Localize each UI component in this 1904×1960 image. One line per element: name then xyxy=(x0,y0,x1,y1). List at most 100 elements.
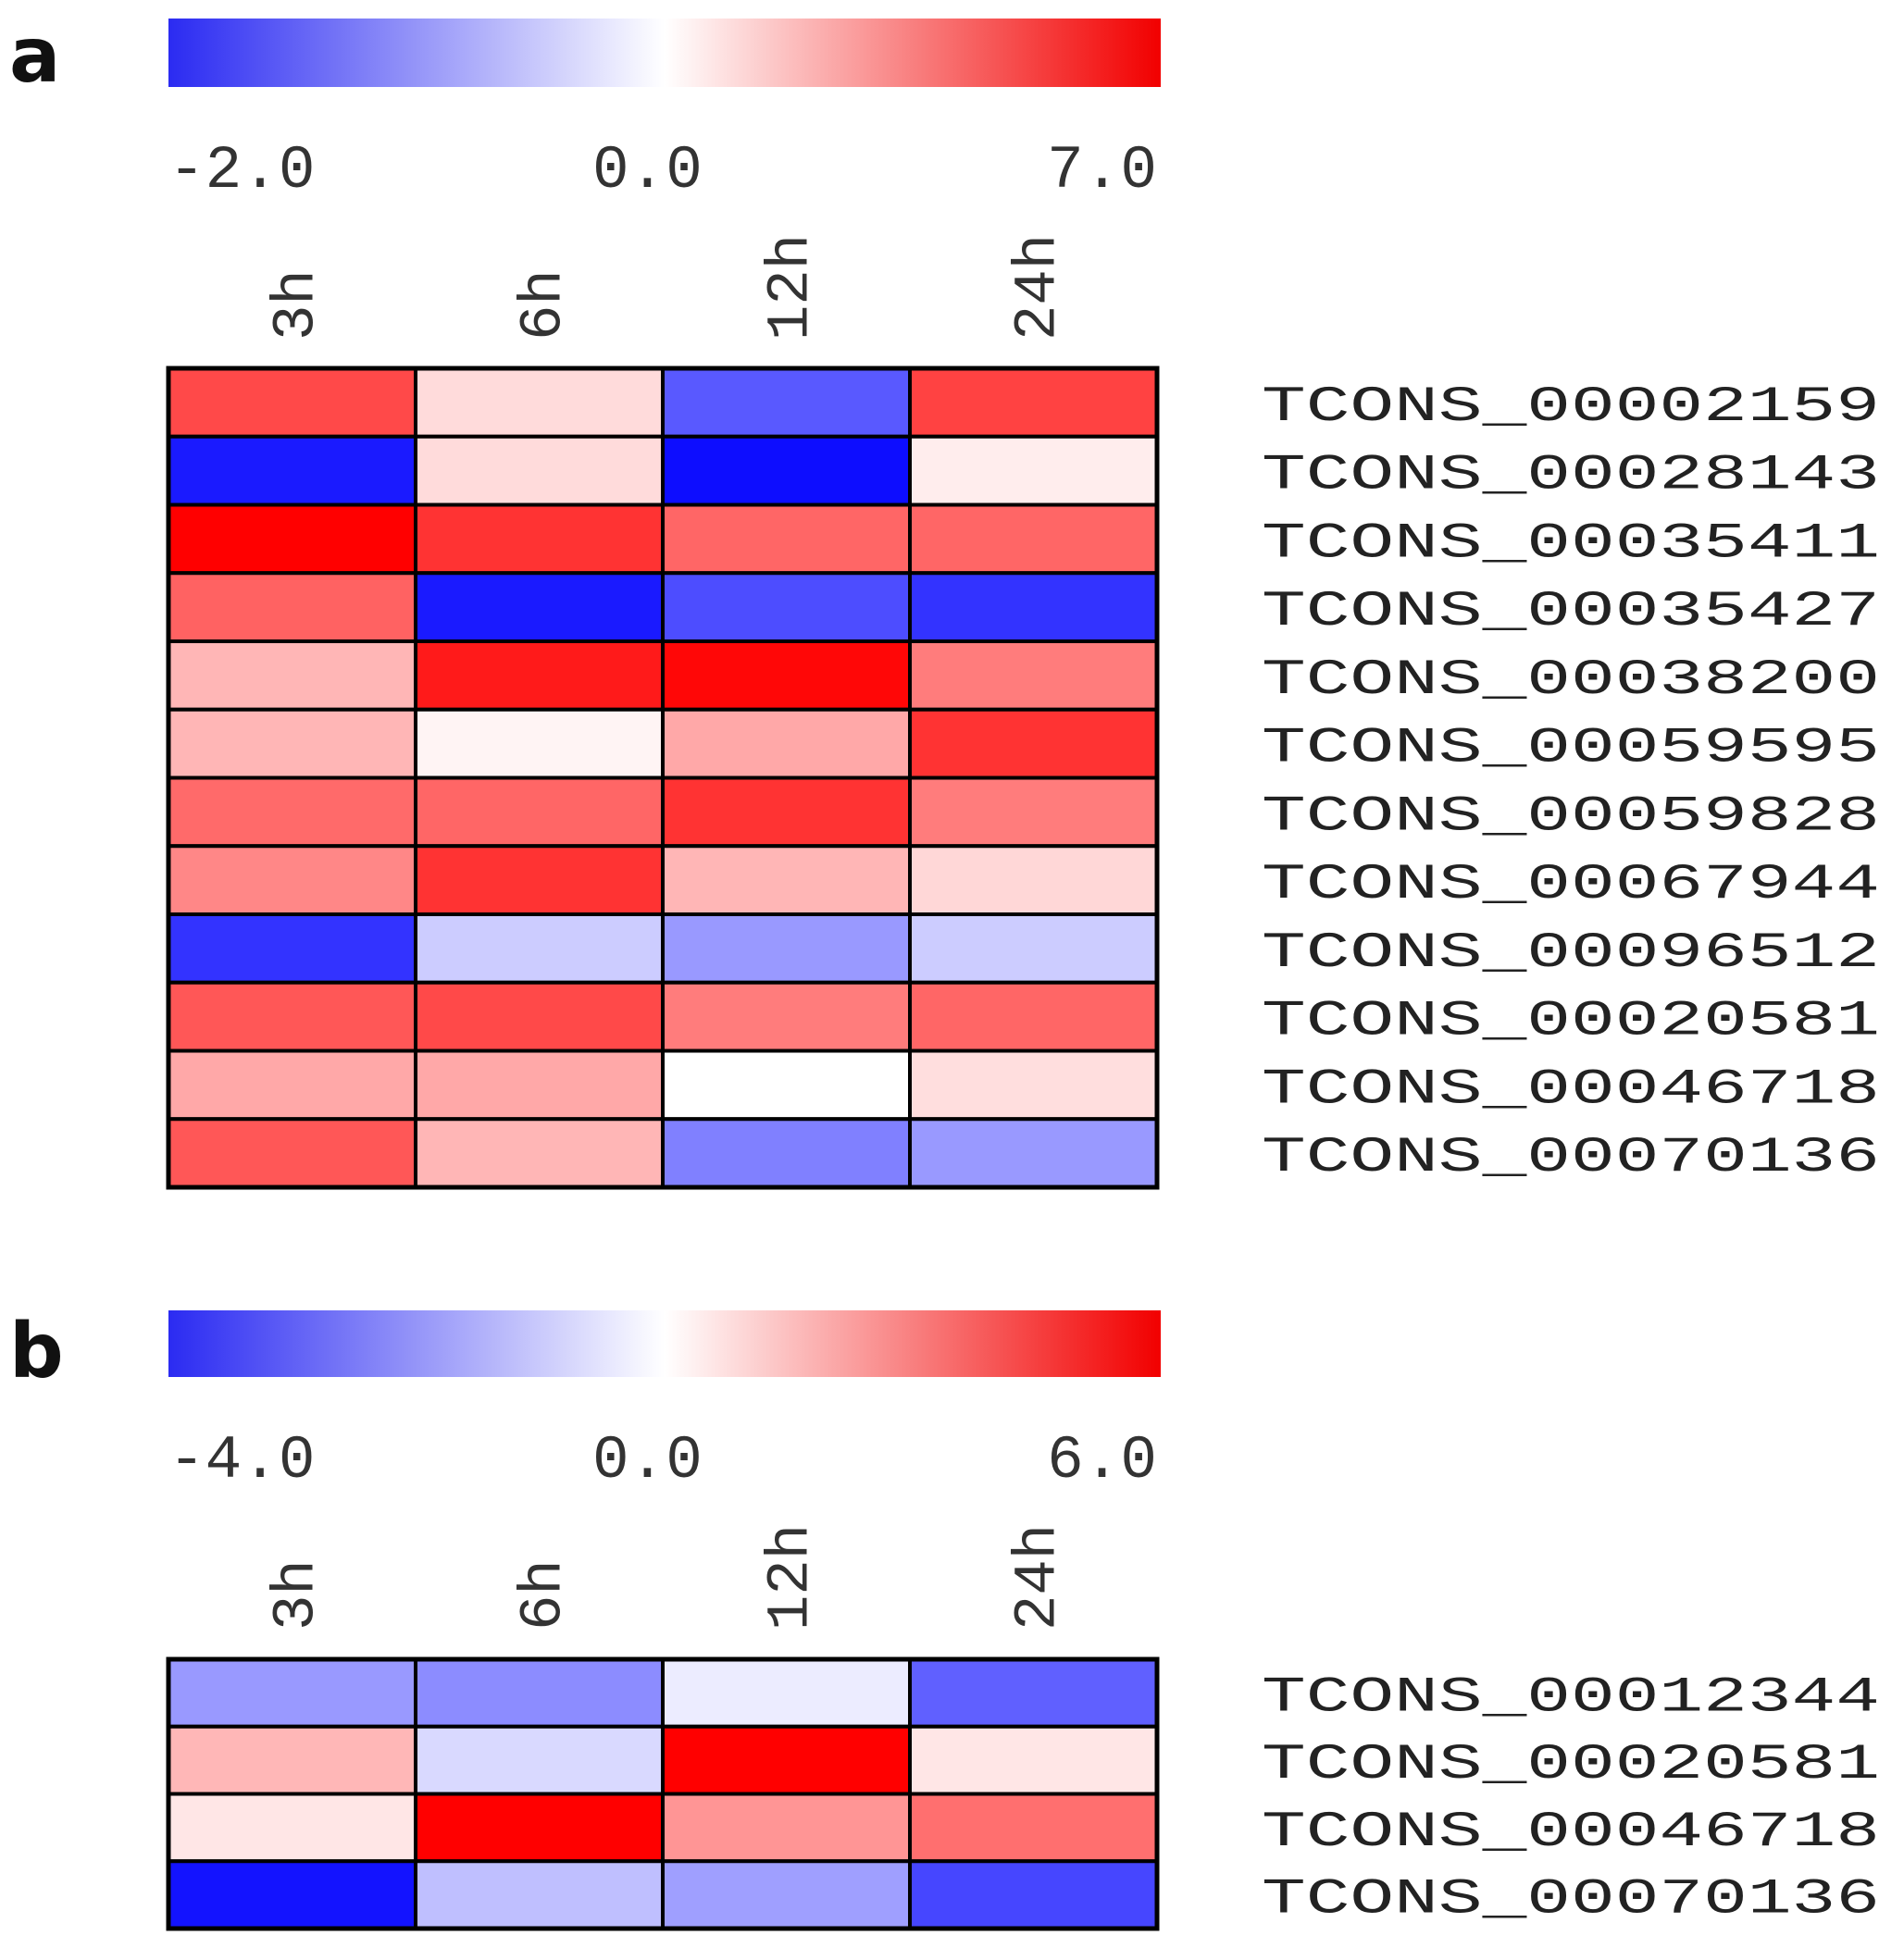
heatmap-cell xyxy=(908,1859,1159,1930)
heatmap-cell xyxy=(661,1048,912,1122)
heatmap-cell xyxy=(167,1724,417,1796)
heatmap-cell xyxy=(661,434,912,507)
heatmap-cell xyxy=(414,707,665,780)
heatmap-cell xyxy=(908,502,1159,576)
row-label: TCONS_00020581 xyxy=(1262,1737,1880,1793)
heatmap-panel-b: b -4.0 0.0 6.0 3h 6h 12h 24h TCONS_00012344… xyxy=(9,1308,1880,1931)
heatmap-cell xyxy=(414,775,665,849)
heatmap-cell xyxy=(908,571,1159,643)
heatmap-cell xyxy=(908,1117,1159,1189)
heatmap-cell xyxy=(661,844,912,916)
heatmap-cell xyxy=(414,1048,665,1122)
row-label: TCONS_00059595 xyxy=(1262,721,1880,777)
heatmap-cell xyxy=(908,1048,1159,1122)
heatmap-cell xyxy=(661,707,912,780)
heatmap-cell xyxy=(661,502,912,576)
heatmap-cell xyxy=(908,775,1159,849)
heatmap-cell xyxy=(414,434,665,507)
row-labels-b: TCONS_00012344 TCONS_00020581 TCONS_000467… xyxy=(1262,1669,1880,1928)
heatmap-cell xyxy=(414,1117,665,1189)
colorbar-mid-label-a: 0.0 xyxy=(592,136,703,205)
column-labels-a: 3h 6h 12h 24h xyxy=(265,234,1073,341)
heatmap-cell xyxy=(908,1792,1159,1864)
heatmap-cell xyxy=(167,707,417,780)
colorbar-mid-label-b: 0.0 xyxy=(592,1426,703,1495)
heatmap-cell xyxy=(661,1117,912,1189)
heatmap-cell xyxy=(414,1724,665,1796)
panel-label-b: b xyxy=(9,1308,64,1396)
panel-label-a: a xyxy=(9,12,60,100)
heatmap-cells-b xyxy=(166,1656,1160,1931)
column-label-6h: 6h xyxy=(512,269,579,341)
heatmap-cell xyxy=(414,1657,665,1729)
heatmap-cell xyxy=(167,1859,417,1930)
heatmap-cell xyxy=(414,571,665,643)
heatmap-cell xyxy=(908,980,1159,1053)
colorbar-min-label-b: -4.0 xyxy=(168,1426,315,1495)
column-label-3h: 3h xyxy=(265,269,331,341)
heatmap-cell xyxy=(414,980,665,1053)
heatmap-cells-a xyxy=(166,366,1160,1190)
heatmap-cell xyxy=(414,366,665,439)
heatmap-cell xyxy=(167,1117,417,1189)
heatmap-cell xyxy=(661,366,912,439)
heatmap-cell xyxy=(661,1859,912,1930)
heatmap-panel-a: a -2.0 0.0 7.0 3h 6h 12h 24h TCONS_00002159… xyxy=(9,12,1880,1190)
heatmap-cell xyxy=(167,912,417,985)
heatmap-cell xyxy=(167,980,417,1053)
column-label-24h: 24h xyxy=(1006,234,1073,341)
heatmap-cell xyxy=(908,912,1159,985)
heatmap-cell xyxy=(167,639,417,712)
heatmap-cell xyxy=(908,844,1159,916)
heatmap-cell xyxy=(661,571,912,643)
heatmap-cell xyxy=(661,1724,912,1796)
heatmap-cell xyxy=(167,502,417,576)
heatmap-cell xyxy=(167,1048,417,1122)
heatmap-cell xyxy=(167,1792,417,1864)
row-label: TCONS_00046718 xyxy=(1262,1805,1880,1861)
colorbar-min-label-a: -2.0 xyxy=(168,136,315,205)
heatmap-cell xyxy=(414,912,665,985)
row-label: TCONS_00020581 xyxy=(1262,994,1880,1050)
heatmap-cell xyxy=(908,707,1159,780)
heatmap-cell xyxy=(661,1792,912,1864)
heatmap-border xyxy=(166,1656,1160,1931)
row-labels-a: TCONS_00002159 TCONS_00028143 TCONS_000354… xyxy=(1262,379,1880,1186)
row-label: TCONS_00028143 xyxy=(1262,448,1880,504)
row-label: TCONS_00059828 xyxy=(1262,788,1880,845)
column-label-6h: 6h xyxy=(512,1559,579,1631)
heatmap-cell xyxy=(167,366,417,439)
column-label-12h: 12h xyxy=(759,234,826,341)
heatmap-cell xyxy=(661,980,912,1053)
row-label: TCONS_00096512 xyxy=(1262,925,1880,982)
heatmap-cell xyxy=(908,434,1159,507)
heatmap-cell xyxy=(167,571,417,643)
heatmap-cell xyxy=(661,639,912,712)
column-label-24h: 24h xyxy=(1006,1524,1073,1631)
colorbar-a xyxy=(168,19,1161,87)
row-label: TCONS_00067944 xyxy=(1262,857,1880,913)
heatmap-cell xyxy=(167,434,417,507)
heatmap-cell xyxy=(908,639,1159,712)
heatmap-cell xyxy=(661,1657,912,1729)
row-label: TCONS_00038200 xyxy=(1262,652,1880,709)
heatmap-cell xyxy=(414,1792,665,1864)
column-labels-b: 3h 6h 12h 24h xyxy=(265,1524,1073,1631)
column-label-3h: 3h xyxy=(265,1559,331,1631)
row-label: TCONS_00035411 xyxy=(1262,515,1880,572)
heatmap-cell xyxy=(414,639,665,712)
heatmap-cell xyxy=(414,502,665,576)
heatmap-cell xyxy=(167,775,417,849)
heatmap-cell xyxy=(167,1657,417,1729)
heatmap-cell xyxy=(414,1859,665,1930)
colorbar-max-label-a: 7.0 xyxy=(1047,136,1157,205)
heatmap-cell xyxy=(414,844,665,916)
heatmap-cell xyxy=(908,1657,1159,1729)
row-label: TCONS_00070136 xyxy=(1262,1872,1880,1929)
heatmap-cell xyxy=(661,912,912,985)
row-label: TCONS_00070136 xyxy=(1262,1130,1880,1186)
row-label: TCONS_00012344 xyxy=(1262,1669,1880,1726)
row-label: TCONS_00046718 xyxy=(1262,1061,1880,1118)
heatmap-cell xyxy=(908,366,1159,439)
